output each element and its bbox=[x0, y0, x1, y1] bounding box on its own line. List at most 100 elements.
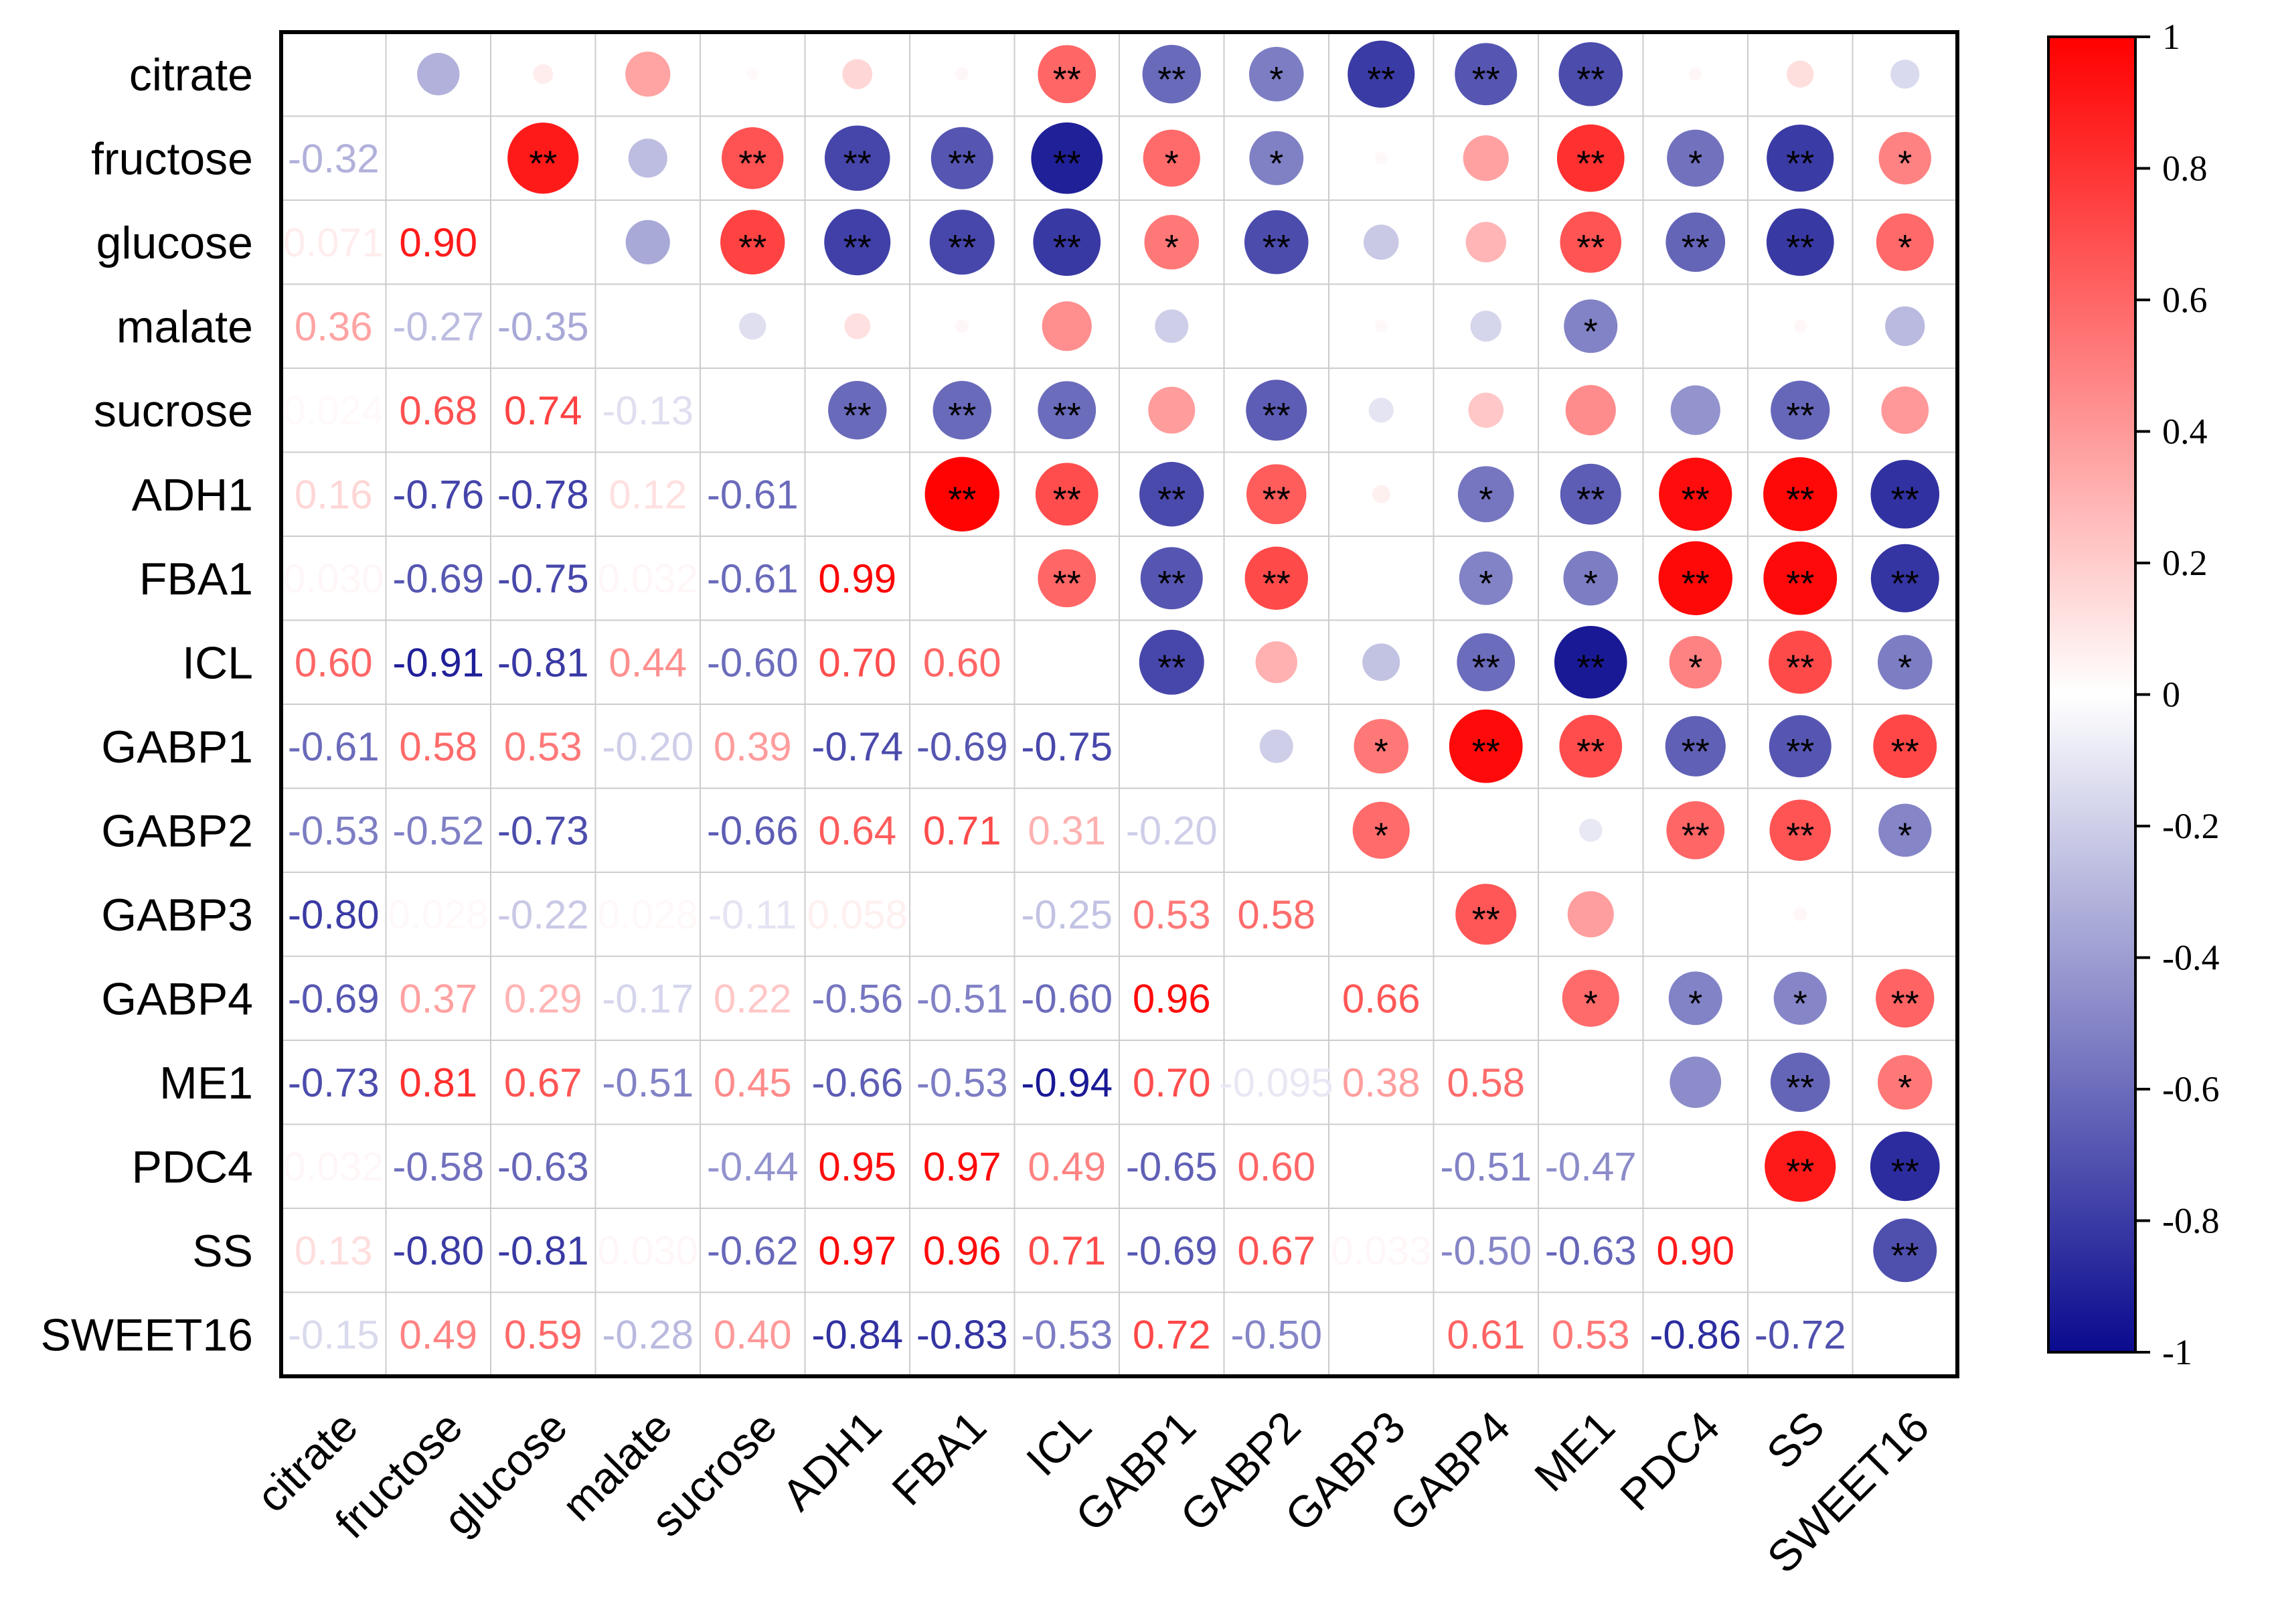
correlation-value-label: 0.45 bbox=[714, 1060, 792, 1105]
correlation-value-label: 0.13 bbox=[295, 1228, 373, 1273]
correlation-circle bbox=[1244, 546, 1308, 610]
significance-marker: ** bbox=[1786, 1151, 1814, 1192]
correlation-circle bbox=[417, 53, 460, 96]
correlation-value-label: -0.80 bbox=[392, 1228, 484, 1273]
correlation-circle bbox=[1463, 135, 1509, 181]
correlation-circle bbox=[1885, 306, 1925, 346]
correlation-value-label: -0.60 bbox=[707, 640, 799, 685]
row-label: ME1 bbox=[159, 1058, 253, 1109]
correlation-value-label: 0.90 bbox=[399, 220, 477, 265]
significance-marker: ** bbox=[738, 228, 766, 268]
significance-marker: ** bbox=[1053, 143, 1081, 183]
correlation-value-label: -0.62 bbox=[707, 1228, 799, 1273]
significance-marker: ** bbox=[1053, 396, 1081, 436]
significance-marker: * bbox=[1898, 1068, 1912, 1108]
correlation-circle bbox=[1562, 969, 1619, 1027]
correlation-value-label: 0.61 bbox=[1447, 1312, 1525, 1357]
row-label: SWEET16 bbox=[41, 1309, 253, 1360]
correlation-circle bbox=[1769, 715, 1832, 778]
significance-marker: ** bbox=[1576, 647, 1605, 687]
correlation-circle bbox=[1668, 971, 1722, 1026]
correlation-circle bbox=[1143, 129, 1200, 187]
correlation-circle bbox=[1770, 1052, 1830, 1113]
correlation-circle bbox=[824, 209, 891, 276]
correlation-value-label: 0.033 bbox=[1331, 1228, 1431, 1273]
row-label: ICL bbox=[182, 637, 253, 688]
correlation-circle bbox=[1038, 45, 1097, 104]
significance-marker: * bbox=[1479, 479, 1493, 519]
correlation-circle bbox=[1459, 551, 1513, 605]
correlation-circle bbox=[1771, 380, 1830, 440]
correlation-circle bbox=[1035, 463, 1099, 526]
correlation-circle bbox=[1767, 125, 1834, 192]
correlation-circle bbox=[1246, 380, 1307, 441]
colorbar-tick-label: 0.4 bbox=[2162, 412, 2208, 452]
correlation-value-label: -0.47 bbox=[1545, 1144, 1637, 1189]
correlation-value-label: 0.99 bbox=[818, 556, 896, 601]
column-label: ME1 bbox=[1525, 1402, 1624, 1501]
significance-marker: ** bbox=[1576, 228, 1605, 268]
significance-marker: * bbox=[1374, 815, 1388, 856]
correlation-circle bbox=[1666, 212, 1726, 272]
correlation-value-label: -0.51 bbox=[916, 976, 1008, 1021]
correlation-circle bbox=[1244, 210, 1309, 274]
correlation-value-label: -0.50 bbox=[1440, 1228, 1532, 1273]
correlation-value-label: 0.97 bbox=[818, 1228, 896, 1273]
correlation-circle bbox=[1870, 459, 1940, 529]
significance-marker: ** bbox=[1157, 564, 1186, 604]
significance-marker: ** bbox=[1263, 479, 1291, 519]
correlation-value-label: 0.40 bbox=[714, 1312, 792, 1357]
correlation-value-label: 0.97 bbox=[923, 1144, 1001, 1189]
correlation-circle bbox=[1873, 714, 1937, 779]
correlation-value-label: -0.53 bbox=[916, 1060, 1008, 1105]
correlation-circle bbox=[1465, 222, 1506, 262]
significance-marker: ** bbox=[1682, 815, 1710, 856]
row-label: GABP3 bbox=[101, 890, 253, 941]
correlation-value-label: -0.75 bbox=[497, 556, 589, 601]
significance-marker: ** bbox=[843, 396, 872, 436]
colorbar-tick-label: 0 bbox=[2162, 675, 2180, 715]
correlation-value-label: -0.60 bbox=[1021, 976, 1113, 1021]
correlation-circle bbox=[1249, 131, 1304, 185]
correlation-circle bbox=[924, 457, 999, 532]
correlation-value-label: 0.90 bbox=[1656, 1228, 1734, 1273]
correlation-value-label: -0.73 bbox=[288, 1060, 380, 1105]
correlation-circle bbox=[1567, 891, 1614, 938]
correlation-value-label: -0.66 bbox=[811, 1060, 903, 1105]
significance-marker: ** bbox=[1786, 396, 1814, 436]
row-label: sucrose bbox=[94, 386, 253, 436]
correlation-value-label: 0.028 bbox=[388, 892, 489, 937]
significance-marker: ** bbox=[1053, 564, 1081, 604]
correlation-circle bbox=[1363, 224, 1399, 260]
correlation-value-label: -0.86 bbox=[1649, 1312, 1741, 1357]
correlation-value-label: 0.96 bbox=[923, 1228, 1001, 1273]
significance-marker: * bbox=[1898, 143, 1912, 183]
significance-marker: ** bbox=[1053, 479, 1081, 519]
correlation-value-label: 0.81 bbox=[399, 1060, 477, 1105]
correlation-circle bbox=[1556, 124, 1625, 192]
correlation-circle bbox=[1769, 631, 1832, 694]
correlation-value-label: 0.49 bbox=[1028, 1144, 1106, 1189]
correlation-circle bbox=[1031, 122, 1103, 194]
correlation-value-label: -0.61 bbox=[707, 556, 799, 601]
significance-marker: ** bbox=[1576, 143, 1605, 183]
correlation-value-label: -0.81 bbox=[497, 1228, 589, 1273]
row-label: fructose bbox=[91, 133, 253, 184]
correlation-value-label: 0.024 bbox=[283, 388, 384, 433]
significance-marker: ** bbox=[1891, 1236, 1919, 1276]
colorbar-tick-label: -1 bbox=[2162, 1332, 2192, 1372]
correlation-circle bbox=[1140, 547, 1203, 610]
correlation-circle bbox=[1139, 462, 1204, 527]
correlation-value-label: 0.49 bbox=[399, 1312, 477, 1357]
correlation-value-label: 0.39 bbox=[714, 724, 792, 769]
correlation-circle bbox=[1793, 319, 1807, 333]
significance-marker: * bbox=[1793, 983, 1807, 1024]
correlation-circle bbox=[1873, 1218, 1937, 1283]
correlation-value-label: 0.72 bbox=[1133, 1312, 1211, 1357]
correlation-value-label: -0.63 bbox=[1545, 1228, 1637, 1273]
row-labels: citrate fructose glucose malate sucrose ADH1 F… bbox=[41, 50, 253, 1361]
significance-marker: ** bbox=[948, 143, 976, 183]
correlation-value-label: -0.94 bbox=[1021, 1060, 1113, 1105]
correlation-circle bbox=[739, 313, 766, 340]
